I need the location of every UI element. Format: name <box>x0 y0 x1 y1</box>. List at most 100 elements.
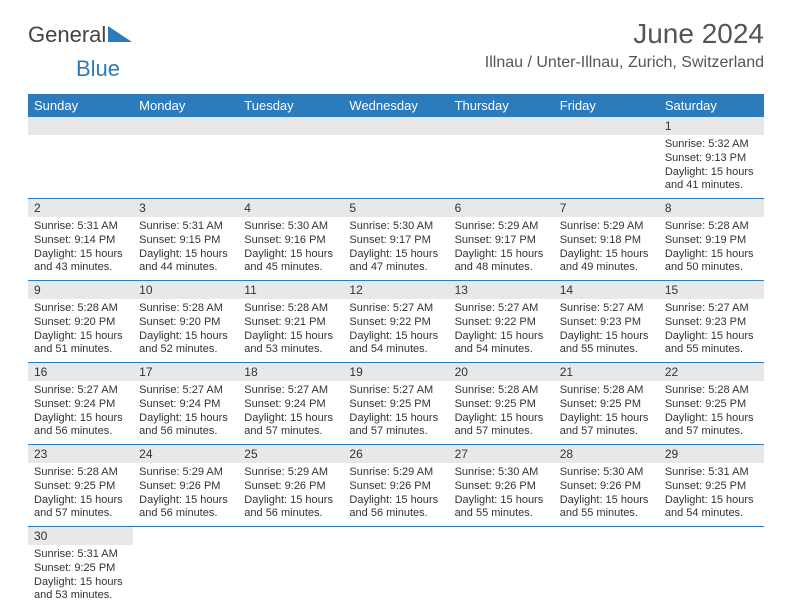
sunset-text: Sunset: 9:25 PM <box>34 562 127 576</box>
sunrise-text: Sunrise: 5:28 AM <box>244 302 337 316</box>
calendar-cell <box>133 117 238 199</box>
sunset-text: Sunset: 9:26 PM <box>139 480 232 494</box>
day-details: Sunrise: 5:27 AMSunset: 9:24 PMDaylight:… <box>28 381 133 444</box>
calendar-cell: 15Sunrise: 5:27 AMSunset: 9:23 PMDayligh… <box>659 281 764 363</box>
day-number: 9 <box>28 281 133 299</box>
day-number: 28 <box>554 445 659 463</box>
day-details: Sunrise: 5:30 AMSunset: 9:17 PMDaylight:… <box>343 217 448 280</box>
brand-blue: Blue <box>76 56 120 81</box>
sunset-text: Sunset: 9:17 PM <box>455 234 548 248</box>
sunset-text: Sunset: 9:15 PM <box>139 234 232 248</box>
sunrise-text: Sunrise: 5:29 AM <box>349 466 442 480</box>
day-number: 27 <box>449 445 554 463</box>
empty-day-body <box>133 135 238 157</box>
day-details: Sunrise: 5:30 AMSunset: 9:16 PMDaylight:… <box>238 217 343 280</box>
day-details: Sunrise: 5:29 AMSunset: 9:26 PMDaylight:… <box>238 463 343 526</box>
daylight-text: Daylight: 15 hours and 52 minutes. <box>139 330 232 358</box>
sunset-text: Sunset: 9:25 PM <box>349 398 442 412</box>
calendar-cell: 17Sunrise: 5:27 AMSunset: 9:24 PMDayligh… <box>133 363 238 445</box>
day-number: 3 <box>133 199 238 217</box>
empty-daynum <box>554 117 659 135</box>
day-details: Sunrise: 5:27 AMSunset: 9:24 PMDaylight:… <box>133 381 238 444</box>
location-text: Illnau / Unter-Illnau, Zurich, Switzerla… <box>485 54 764 72</box>
daylight-text: Daylight: 15 hours and 49 minutes. <box>560 248 653 276</box>
calendar-cell: 7Sunrise: 5:29 AMSunset: 9:18 PMDaylight… <box>554 199 659 281</box>
calendar-cell <box>554 117 659 199</box>
day-details: Sunrise: 5:32 AMSunset: 9:13 PMDaylight:… <box>659 135 764 198</box>
day-details: Sunrise: 5:29 AMSunset: 9:26 PMDaylight:… <box>343 463 448 526</box>
calendar-cell: 14Sunrise: 5:27 AMSunset: 9:23 PMDayligh… <box>554 281 659 363</box>
sunrise-text: Sunrise: 5:27 AM <box>244 384 337 398</box>
sunrise-text: Sunrise: 5:31 AM <box>139 220 232 234</box>
calendar-cell <box>449 117 554 199</box>
day-details: Sunrise: 5:27 AMSunset: 9:23 PMDaylight:… <box>659 299 764 362</box>
daylight-text: Daylight: 15 hours and 57 minutes. <box>665 412 758 440</box>
weekday-header: Saturday <box>659 94 764 117</box>
empty-day-body <box>343 135 448 157</box>
sunrise-text: Sunrise: 5:28 AM <box>34 302 127 316</box>
calendar-cell: 23Sunrise: 5:28 AMSunset: 9:25 PMDayligh… <box>28 445 133 527</box>
daylight-text: Daylight: 15 hours and 54 minutes. <box>455 330 548 358</box>
day-number: 6 <box>449 199 554 217</box>
calendar-cell <box>343 527 448 609</box>
sunset-text: Sunset: 9:25 PM <box>560 398 653 412</box>
day-details: Sunrise: 5:30 AMSunset: 9:26 PMDaylight:… <box>449 463 554 526</box>
daylight-text: Daylight: 15 hours and 51 minutes. <box>34 330 127 358</box>
daylight-text: Daylight: 15 hours and 54 minutes. <box>665 494 758 522</box>
empty-day-body <box>238 135 343 157</box>
empty-day-body <box>554 135 659 157</box>
sunrise-text: Sunrise: 5:31 AM <box>34 220 127 234</box>
day-number: 17 <box>133 363 238 381</box>
day-details: Sunrise: 5:29 AMSunset: 9:17 PMDaylight:… <box>449 217 554 280</box>
day-details: Sunrise: 5:29 AMSunset: 9:26 PMDaylight:… <box>133 463 238 526</box>
day-number: 18 <box>238 363 343 381</box>
sunrise-text: Sunrise: 5:29 AM <box>244 466 337 480</box>
month-title: June 2024 <box>485 18 764 50</box>
daylight-text: Daylight: 15 hours and 44 minutes. <box>139 248 232 276</box>
day-details: Sunrise: 5:27 AMSunset: 9:25 PMDaylight:… <box>343 381 448 444</box>
daylight-text: Daylight: 15 hours and 57 minutes. <box>560 412 653 440</box>
calendar-cell: 28Sunrise: 5:30 AMSunset: 9:26 PMDayligh… <box>554 445 659 527</box>
empty-daynum <box>133 117 238 135</box>
calendar-cell: 12Sunrise: 5:27 AMSunset: 9:22 PMDayligh… <box>343 281 448 363</box>
logo-triangle-icon <box>108 24 132 47</box>
sunset-text: Sunset: 9:26 PM <box>455 480 548 494</box>
day-details: Sunrise: 5:29 AMSunset: 9:18 PMDaylight:… <box>554 217 659 280</box>
sunrise-text: Sunrise: 5:32 AM <box>665 138 758 152</box>
calendar-cell <box>238 117 343 199</box>
sunrise-text: Sunrise: 5:29 AM <box>139 466 232 480</box>
day-details: Sunrise: 5:28 AMSunset: 9:25 PMDaylight:… <box>554 381 659 444</box>
calendar-cell <box>343 117 448 199</box>
sunrise-text: Sunrise: 5:27 AM <box>139 384 232 398</box>
daylight-text: Daylight: 15 hours and 57 minutes. <box>244 412 337 440</box>
calendar-cell: 25Sunrise: 5:29 AMSunset: 9:26 PMDayligh… <box>238 445 343 527</box>
calendar-cell: 29Sunrise: 5:31 AMSunset: 9:25 PMDayligh… <box>659 445 764 527</box>
daylight-text: Daylight: 15 hours and 56 minutes. <box>139 494 232 522</box>
daylight-text: Daylight: 15 hours and 45 minutes. <box>244 248 337 276</box>
calendar-cell: 22Sunrise: 5:28 AMSunset: 9:25 PMDayligh… <box>659 363 764 445</box>
sunset-text: Sunset: 9:26 PM <box>560 480 653 494</box>
day-details: Sunrise: 5:27 AMSunset: 9:23 PMDaylight:… <box>554 299 659 362</box>
day-number: 22 <box>659 363 764 381</box>
sunset-text: Sunset: 9:16 PM <box>244 234 337 248</box>
daylight-text: Daylight: 15 hours and 41 minutes. <box>665 166 758 194</box>
title-block: June 2024 Illnau / Unter-Illnau, Zurich,… <box>485 18 764 72</box>
sunset-text: Sunset: 9:26 PM <box>244 480 337 494</box>
calendar-cell <box>238 527 343 609</box>
day-details: Sunrise: 5:28 AMSunset: 9:20 PMDaylight:… <box>133 299 238 362</box>
weekday-header: Wednesday <box>343 94 448 117</box>
day-details: Sunrise: 5:27 AMSunset: 9:22 PMDaylight:… <box>449 299 554 362</box>
calendar-cell <box>554 527 659 609</box>
sunset-text: Sunset: 9:22 PM <box>455 316 548 330</box>
sunrise-text: Sunrise: 5:28 AM <box>560 384 653 398</box>
daylight-text: Daylight: 15 hours and 56 minutes. <box>244 494 337 522</box>
daylight-text: Daylight: 15 hours and 47 minutes. <box>349 248 442 276</box>
calendar-week-row: 23Sunrise: 5:28 AMSunset: 9:25 PMDayligh… <box>28 445 764 527</box>
brand-general: General <box>28 22 106 48</box>
day-number: 12 <box>343 281 448 299</box>
calendar-cell: 3 Sunrise: 5:31 AMSunset: 9:15 PMDaylight… <box>133 199 238 281</box>
sunset-text: Sunset: 9:18 PM <box>560 234 653 248</box>
calendar-cell: 26Sunrise: 5:29 AMSunset: 9:26 PMDayligh… <box>343 445 448 527</box>
calendar-cell: 30Sunrise: 5:31 AMSunset: 9:25 PMDayligh… <box>28 527 133 609</box>
calendar-cell: 11Sunrise: 5:28 AMSunset: 9:21 PMDayligh… <box>238 281 343 363</box>
